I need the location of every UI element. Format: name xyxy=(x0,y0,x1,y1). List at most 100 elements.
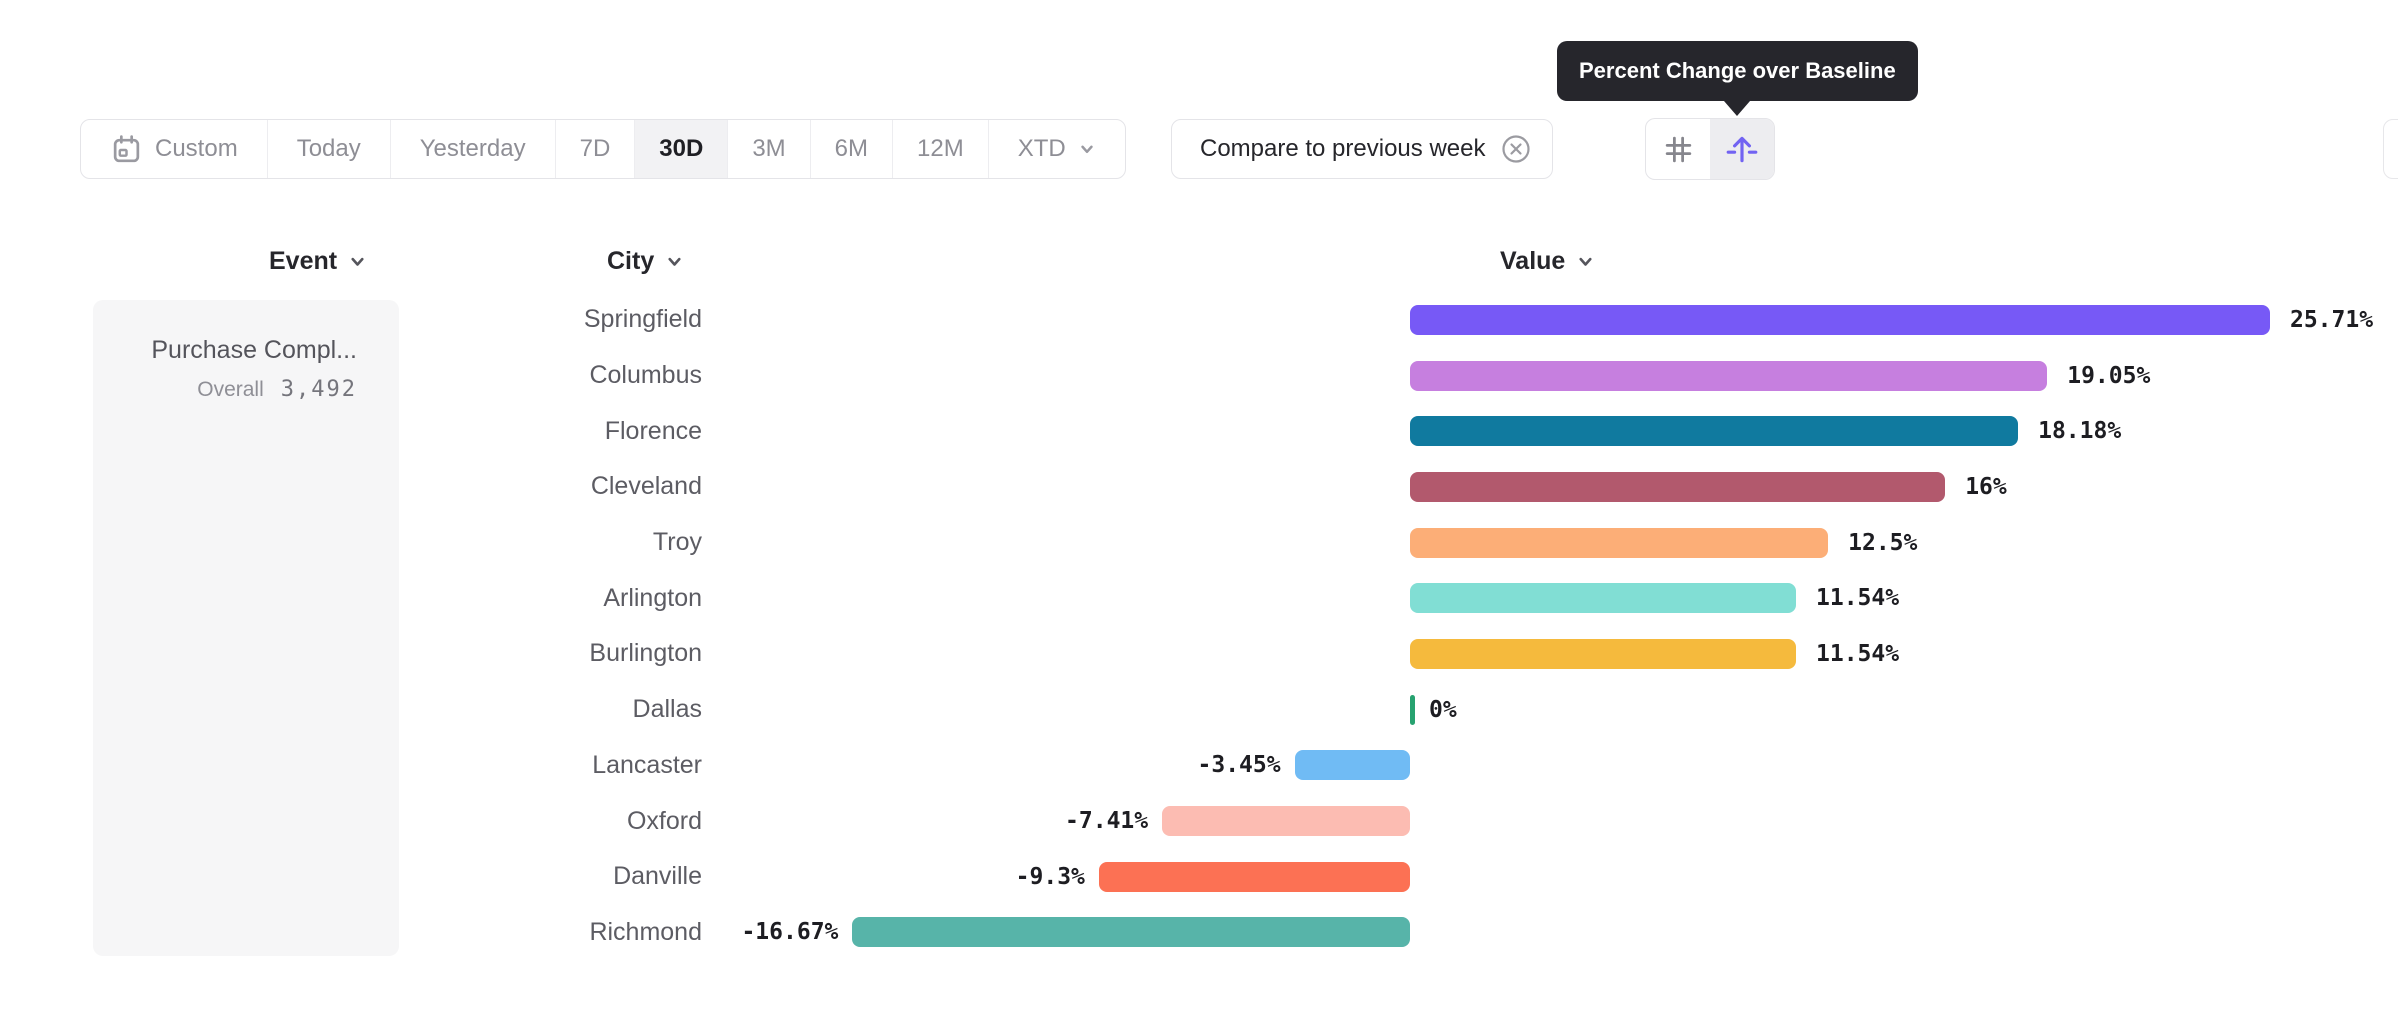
bar-value-dallas: 0% xyxy=(1429,696,1457,723)
bar-strip: 18.18% xyxy=(710,403,2398,459)
date-range-custom[interactable]: Custom xyxy=(81,120,267,178)
bar-lancaster[interactable] xyxy=(1294,750,1410,781)
bar-value-springfield: 25.71% xyxy=(2289,306,2374,333)
tooltip-percent-change: Percent Change over Baseline xyxy=(1557,41,1918,116)
chevron-down-icon xyxy=(1576,252,1595,271)
bar-strip: 11.54% xyxy=(710,570,2398,626)
bar-columbus[interactable] xyxy=(1410,360,2048,391)
city-label-dallas: Dallas xyxy=(632,695,702,724)
bar-cleveland[interactable] xyxy=(1410,471,1946,502)
bar-strip: 11.54% xyxy=(710,626,2398,682)
column-header-value[interactable]: Value xyxy=(1500,245,1595,277)
chart-row-dallas: Dallas 0% xyxy=(0,682,2398,738)
city-label-lancaster: Lancaster xyxy=(592,750,702,779)
chart-row-cleveland: Cleveland 16% xyxy=(0,459,2398,515)
date-range-3m[interactable]: 3M xyxy=(727,120,809,178)
chart-row-oxford: Oxford -7.41% xyxy=(0,793,2398,849)
bar-value-florence: 18.18% xyxy=(2038,418,2122,445)
city-label-columbus: Columbus xyxy=(589,361,702,390)
date-range-30d[interactable]: 30D xyxy=(634,120,728,178)
bar-oxford[interactable] xyxy=(1162,806,1410,837)
column-header-label: Event xyxy=(269,246,338,275)
bar-value-danville: -9.3% xyxy=(1015,863,1085,890)
grid-icon xyxy=(1661,132,1696,167)
bar-danville[interactable] xyxy=(1098,861,1410,892)
tooltip-text: Percent Change over Baseline xyxy=(1579,58,1896,83)
city-label-richmond: Richmond xyxy=(589,917,702,946)
bar-strip: -9.3% xyxy=(710,849,2398,905)
chart-row-lancaster: Lancaster -3.45% xyxy=(0,738,2398,794)
date-range-xtd[interactable]: XTD xyxy=(987,120,1125,178)
date-range-label: 12M xyxy=(917,135,964,162)
bar-value-burlington: 11.54% xyxy=(1816,640,1900,667)
chevron-down-icon xyxy=(348,252,367,271)
bar-chart: Springfield 25.71% Columbus 19.05% Florence 1… xyxy=(0,292,2398,960)
compare-button[interactable]: Compare to previous week xyxy=(1171,119,1554,179)
event-metric-value: 3,492 xyxy=(280,377,357,402)
column-header-label: City xyxy=(607,246,655,275)
city-label-danville: Danville xyxy=(613,862,702,891)
date-range-label: 6M xyxy=(834,135,868,162)
bar-strip: 16% xyxy=(710,459,2398,515)
bar-burlington[interactable] xyxy=(1410,638,1796,669)
date-range-6m[interactable]: 6M xyxy=(809,120,892,178)
date-range-label: 30D xyxy=(659,135,704,162)
date-range-picker: Custom Today Yesterday 7D 30D 3M 6M 12M … xyxy=(80,119,1126,179)
city-label-florence: Florence xyxy=(604,416,702,445)
date-range-label: Custom xyxy=(155,135,238,162)
chevron-down-icon xyxy=(1078,140,1096,158)
bar-value-richmond: -16.67% xyxy=(741,919,839,946)
arrow-up-baseline-icon xyxy=(1724,131,1760,167)
column-header-event[interactable]: Event xyxy=(269,245,367,277)
grid-view-button[interactable] xyxy=(1646,119,1710,179)
bar-arlington[interactable] xyxy=(1410,583,1796,614)
chart-row-danville: Danville -9.3% xyxy=(0,849,2398,905)
city-label-burlington: Burlington xyxy=(589,639,702,668)
city-label-oxford: Oxford xyxy=(626,806,702,835)
chart-row-columbus: Columbus 19.05% xyxy=(0,348,2398,404)
calendar-icon xyxy=(110,133,143,166)
chart-row-springfield: Springfield 25.71% xyxy=(0,292,2398,348)
bar-strip: -3.45% xyxy=(710,738,2398,794)
bar-richmond[interactable] xyxy=(852,917,1410,948)
bar-strip: -7.41% xyxy=(710,793,2398,849)
city-label-springfield: Springfield xyxy=(583,305,702,334)
date-range-12m[interactable]: 12M xyxy=(892,120,988,178)
event-card[interactable]: Purchase Compl... Overall 3,492 xyxy=(93,300,399,956)
date-range-today[interactable]: Today xyxy=(266,120,390,178)
chart-row-troy: Troy 12.5% xyxy=(0,515,2398,571)
chart-row-richmond: Richmond -16.67% xyxy=(0,905,2398,961)
bar-value-cleveland: 16% xyxy=(1965,473,2007,500)
city-label-cleveland: Cleveland xyxy=(590,472,702,501)
event-subtitle: Overall 3,492 xyxy=(93,377,357,402)
close-circle-icon[interactable] xyxy=(1500,133,1532,165)
bar-springfield[interactable] xyxy=(1410,304,2270,335)
percent-change-over-baseline-button[interactable] xyxy=(1710,119,1774,179)
bar-value-lancaster: -3.45% xyxy=(1197,752,1281,779)
bar-florence[interactable] xyxy=(1410,416,2019,447)
bar-value-columbus: 19.05% xyxy=(2067,362,2151,389)
date-range-yesterday[interactable]: Yesterday xyxy=(389,120,555,178)
column-header-city[interactable]: City xyxy=(607,245,684,277)
bar-strip: 19.05% xyxy=(710,348,2398,404)
chart-row-arlington: Arlington 11.54% xyxy=(0,570,2398,626)
column-header-label: Value xyxy=(1500,246,1566,275)
bar-troy[interactable] xyxy=(1410,527,1829,558)
cutoff-button[interactable] xyxy=(2383,119,2398,179)
city-label-arlington: Arlington xyxy=(603,583,702,612)
view-toggle-group xyxy=(1645,118,1775,180)
date-range-label: XTD xyxy=(1017,135,1066,162)
event-metric-label: Overall xyxy=(197,378,264,401)
compare-label: Compare to previous week xyxy=(1200,135,1486,162)
event-title: Purchase Compl... xyxy=(151,336,357,364)
date-range-label: Yesterday xyxy=(419,135,526,162)
bar-strip: -16.67% xyxy=(710,905,2398,961)
bar-value-troy: 12.5% xyxy=(1848,529,1918,556)
date-range-label: 7D xyxy=(579,135,611,162)
date-range-label: Today xyxy=(296,135,361,162)
bar-strip: 0% xyxy=(710,682,2398,738)
bar-strip: 25.71% xyxy=(710,292,2398,348)
bar-dallas[interactable] xyxy=(1410,694,1415,725)
date-range-7d[interactable]: 7D xyxy=(554,120,635,178)
bar-strip: 12.5% xyxy=(710,515,2398,571)
